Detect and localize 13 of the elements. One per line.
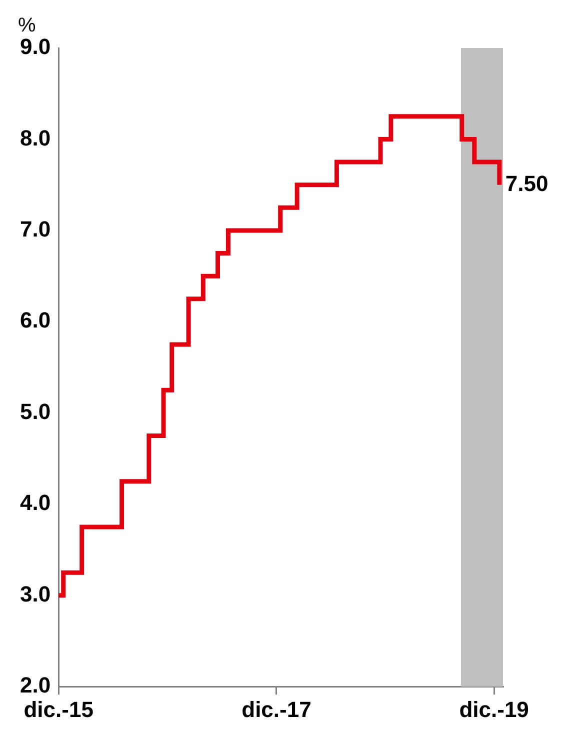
y-tick-label: 4.0	[20, 490, 51, 516]
y-tick-label: 9.0	[20, 34, 51, 60]
x-tick-label: dic.-19	[459, 696, 529, 722]
y-axis-title: %	[18, 14, 36, 37]
y-tick-label: 8.0	[20, 125, 51, 150]
annotation: 7.50	[505, 170, 548, 196]
y-tick-label: 3.0	[20, 581, 51, 606]
y-tick-label: 6.0	[20, 308, 51, 333]
y-tick-label: 7.0	[20, 216, 51, 242]
y-tick-label: 2.0	[20, 672, 51, 698]
y-tick-label: 5.0	[20, 398, 51, 424]
x-tick-label: dic.-17	[242, 696, 312, 722]
x-tick-label: dic.-15	[24, 696, 94, 722]
